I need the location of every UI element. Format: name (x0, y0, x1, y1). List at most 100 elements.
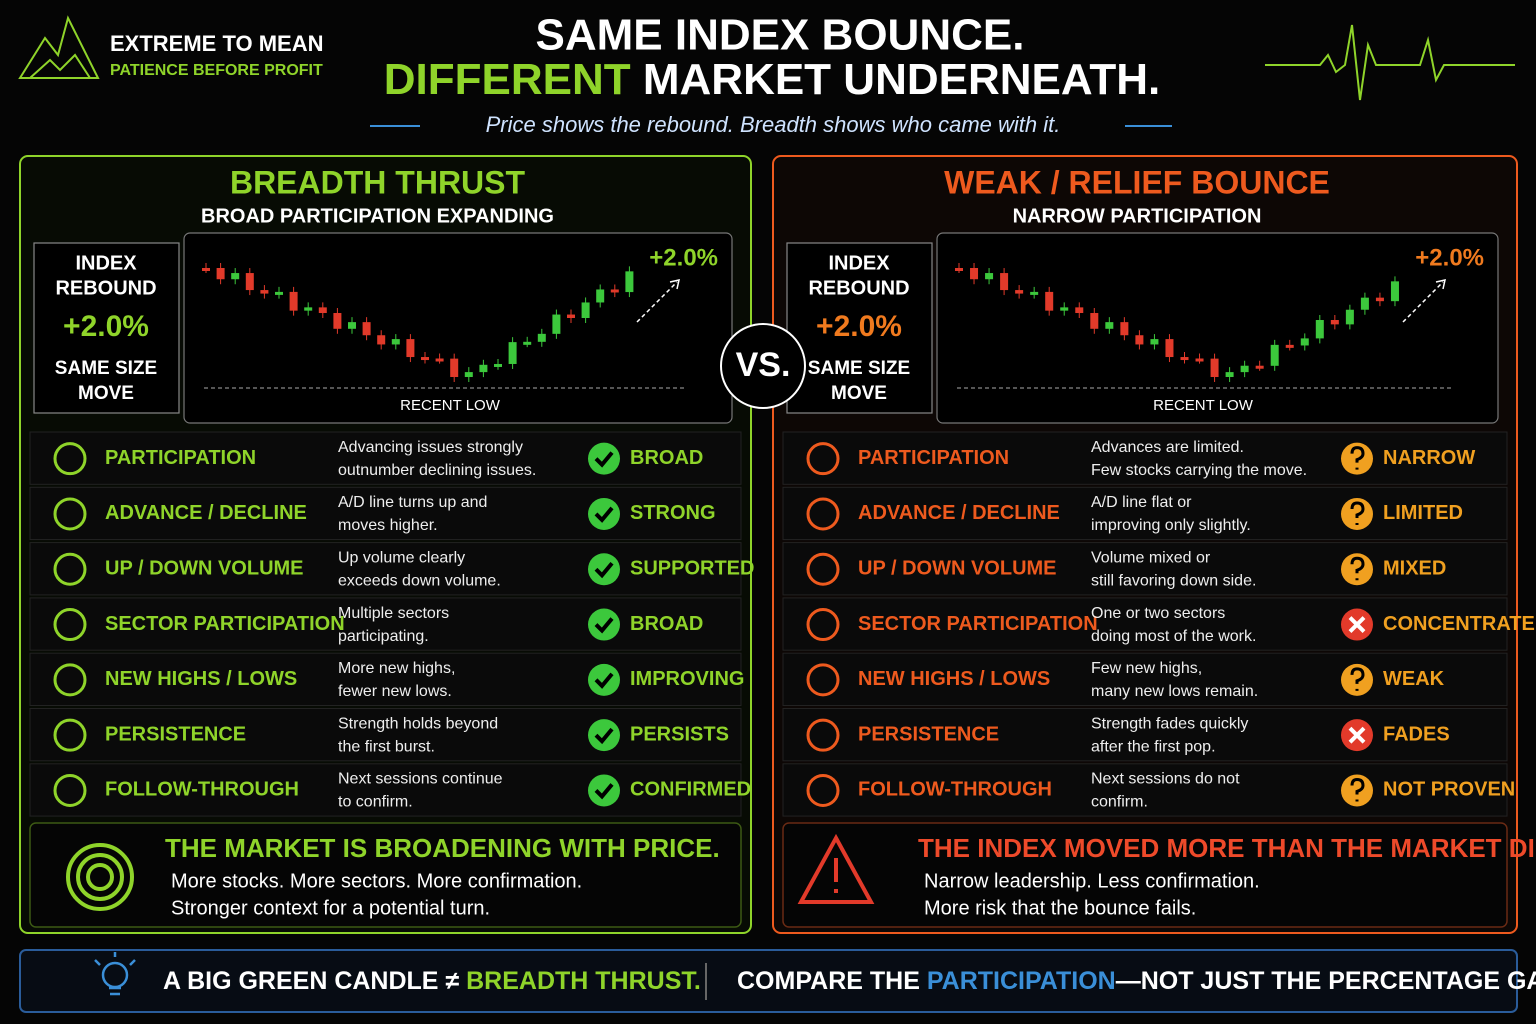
status: STRONG (630, 502, 716, 524)
metric: NEW HIGHS / LOWS (105, 668, 297, 690)
index-value: +2.0% (63, 310, 149, 343)
status-mark (1350, 667, 1365, 691)
candle (260, 290, 269, 294)
candle (362, 322, 371, 336)
status-mark (594, 451, 614, 468)
candle (333, 313, 342, 329)
candle (318, 307, 327, 314)
description: Few new highs, (1091, 660, 1202, 677)
description: Few stocks carrying the move. (1091, 462, 1307, 479)
metric: UP / DOWN VOLUME (105, 558, 304, 580)
description: after the first pop. (1091, 738, 1216, 755)
description: A/D line turns up and (338, 494, 487, 511)
description: Strength holds beyond (338, 715, 498, 732)
candle (289, 291, 298, 311)
candle (537, 333, 546, 342)
candle (1165, 339, 1174, 358)
description: many new lows remain. (1091, 683, 1258, 700)
recent-low-label: RECENT LOW (1153, 397, 1254, 414)
row-icon (53, 497, 87, 531)
title-line1: SAME INDEX BOUNCE. (536, 11, 1025, 60)
brand-tagline: PATIENCE BEFORE PROFIT (110, 62, 323, 79)
candle (1360, 297, 1369, 310)
candle (391, 339, 400, 345)
candle (304, 307, 313, 311)
description: to confirm. (338, 794, 413, 811)
candle (955, 268, 963, 271)
recent-low-label: RECENT LOW (400, 397, 501, 414)
candle (1045, 291, 1054, 311)
panel-subtitle: BROAD PARTICIPATION EXPANDING (201, 205, 554, 227)
row-bg (29, 652, 742, 707)
status-icon (588, 774, 620, 807)
status: MIXED (1383, 558, 1446, 580)
status: IMPROVING (630, 668, 744, 690)
candle (464, 372, 473, 378)
row-bg (29, 486, 742, 541)
row-icon (53, 718, 87, 752)
description: Multiple sectors (338, 605, 449, 622)
candle (1120, 322, 1129, 336)
candle (1285, 344, 1294, 348)
candle (1150, 339, 1159, 345)
candle (523, 341, 532, 345)
candle (1105, 322, 1114, 329)
candle (450, 358, 459, 378)
description: Volume mixed or (1091, 549, 1211, 566)
status: CONCENTRATED (1383, 613, 1536, 635)
conclusion-line: More risk that the bounce fails. (924, 897, 1196, 919)
status-icon (588, 442, 620, 475)
description: doing most of the work. (1091, 628, 1256, 645)
candle (377, 335, 386, 345)
metric: PARTICIPATION (858, 447, 1009, 469)
chart-box (936, 232, 1499, 424)
metric: SECTOR PARTICIPATION (858, 613, 1098, 635)
description: One or two sectors (1091, 605, 1225, 622)
metric: ADVANCE / DECLINE (105, 502, 307, 524)
candle (245, 273, 254, 291)
logo (18, 15, 100, 79)
row-icon (806, 552, 840, 586)
title-rest: MARKET UNDERNEATH. (643, 55, 1160, 104)
metric: PERSISTENCE (105, 723, 246, 745)
candle (231, 273, 240, 280)
footer-left-prefix: A BIG GREEN CANDLE ≠ (163, 967, 459, 995)
description: fewer new lows. (338, 683, 452, 700)
status-icon (588, 497, 620, 530)
panel-title: WEAK / RELIEF BOUNCE (944, 164, 1330, 200)
candle (581, 302, 590, 318)
status-mark (1348, 616, 1366, 633)
metric: UP / DOWN VOLUME (858, 558, 1057, 580)
candle (1330, 320, 1339, 325)
candle (552, 314, 561, 334)
row-bg (782, 597, 1508, 651)
row-bg (29, 763, 742, 817)
target-icon (66, 843, 134, 911)
row-bg (29, 708, 742, 762)
candle (508, 342, 517, 364)
panel-title: BREADTH THRUST (230, 164, 526, 200)
panel-subtitle: NARROW PARTICIPATION (1013, 205, 1262, 227)
candle (985, 273, 994, 280)
candle (1180, 357, 1189, 361)
footer-box (19, 949, 1518, 1013)
heartbeat (1265, 24, 1515, 101)
status-mark (594, 561, 614, 579)
status: BROAD (630, 613, 703, 635)
candle (1345, 309, 1354, 325)
chart-box (183, 232, 733, 424)
candle (1000, 273, 1009, 291)
conclusion-line: Narrow leadership. Less confirmation. (924, 870, 1260, 892)
target-icon (76, 853, 124, 901)
footer-left: A BIG GREEN CANDLE ≠ BREADTH THRUST. (163, 967, 701, 995)
row-bg (782, 763, 1508, 817)
gain-arrow (636, 281, 678, 323)
row-bg (782, 542, 1508, 596)
candle (567, 314, 575, 318)
description: outnumber declining issues. (338, 462, 536, 479)
metric: PARTICIPATION (105, 447, 256, 469)
metric: FOLLOW-THROUGH (858, 779, 1052, 801)
status-mark (1350, 777, 1365, 802)
index-label-line2: REBOUND (808, 277, 909, 299)
status: FADES (1383, 723, 1450, 745)
